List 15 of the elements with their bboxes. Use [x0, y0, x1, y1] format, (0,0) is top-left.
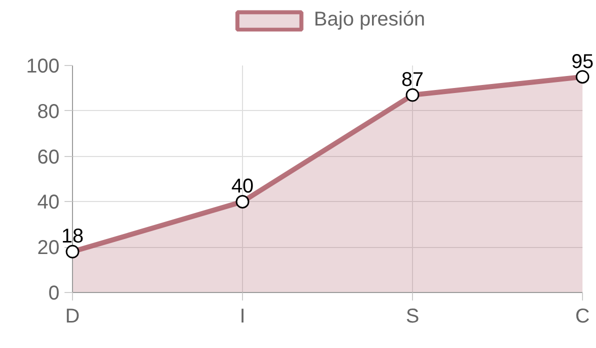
x-tick-label: C [575, 306, 590, 328]
data-label: 87 [401, 69, 424, 92]
y-tick-label: 20 [37, 237, 60, 260]
y-tick-label: 80 [37, 100, 60, 123]
x-tick-label: I [240, 306, 246, 328]
x-tick-label: D [65, 306, 80, 328]
y-tick-label: 40 [37, 192, 60, 214]
data-label: 40 [231, 176, 254, 198]
y-tick-label: 100 [26, 56, 60, 78]
x-tick-label: S [406, 306, 420, 328]
y-tick-label: 60 [37, 146, 60, 168]
data-label: 18 [61, 226, 84, 248]
legend-label: Bajo presión [314, 8, 426, 32]
y-tick-label: 0 [48, 282, 60, 304]
data-label: 95 [571, 50, 594, 73]
